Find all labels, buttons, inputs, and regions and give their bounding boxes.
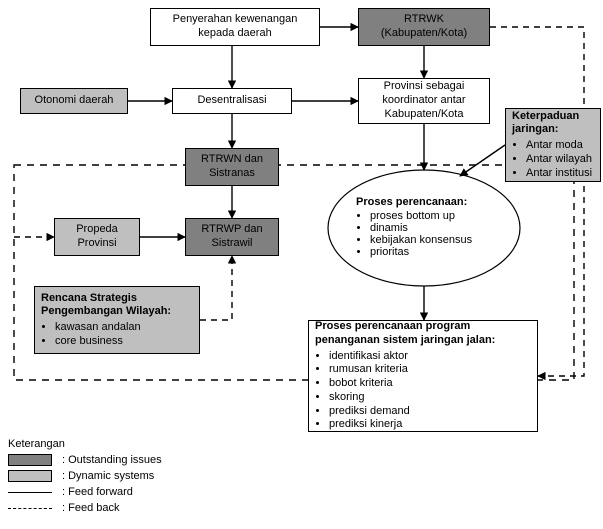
box-desentral: Desentralisasi xyxy=(172,88,292,114)
legend-heading: Keterangan xyxy=(8,438,162,450)
box-rtrwn: RTRWN danSistranas xyxy=(185,148,279,186)
box-keterpaduan: Keterpaduan jaringan:Antar modaAntar wil… xyxy=(505,108,601,182)
box-penyerahan: Penyerahan kewenangankepada daerah xyxy=(150,8,320,46)
box-propeda: PropedaProvinsi xyxy=(54,218,140,256)
box-rtrwk: RTRWK(Kabupaten/Kota) xyxy=(358,8,490,46)
box-provinsi: Provinsi sebagaikoordinator antarKabupat… xyxy=(358,78,490,124)
legend-row: : Outstanding issues xyxy=(8,454,162,466)
box-rencana: Rencana Strategis Pengembangan Wilayah:k… xyxy=(34,286,200,354)
box-rtrwp: RTRWP danSistrawil xyxy=(185,218,279,256)
legend-row: : Dynamic systems xyxy=(8,470,162,482)
legend-row: : Feed back xyxy=(8,502,162,514)
box-program: Proses perencanaan program penanganan si… xyxy=(308,320,538,432)
legend-row: : Feed forward xyxy=(8,486,162,498)
legend: Keterangan : Outstanding issues : Dynamic… xyxy=(8,438,162,514)
box-otonomi: Otonomi daerah xyxy=(20,88,128,114)
ellipse-proses: Proses perencanaan:proses bottom updinam… xyxy=(356,196,506,258)
